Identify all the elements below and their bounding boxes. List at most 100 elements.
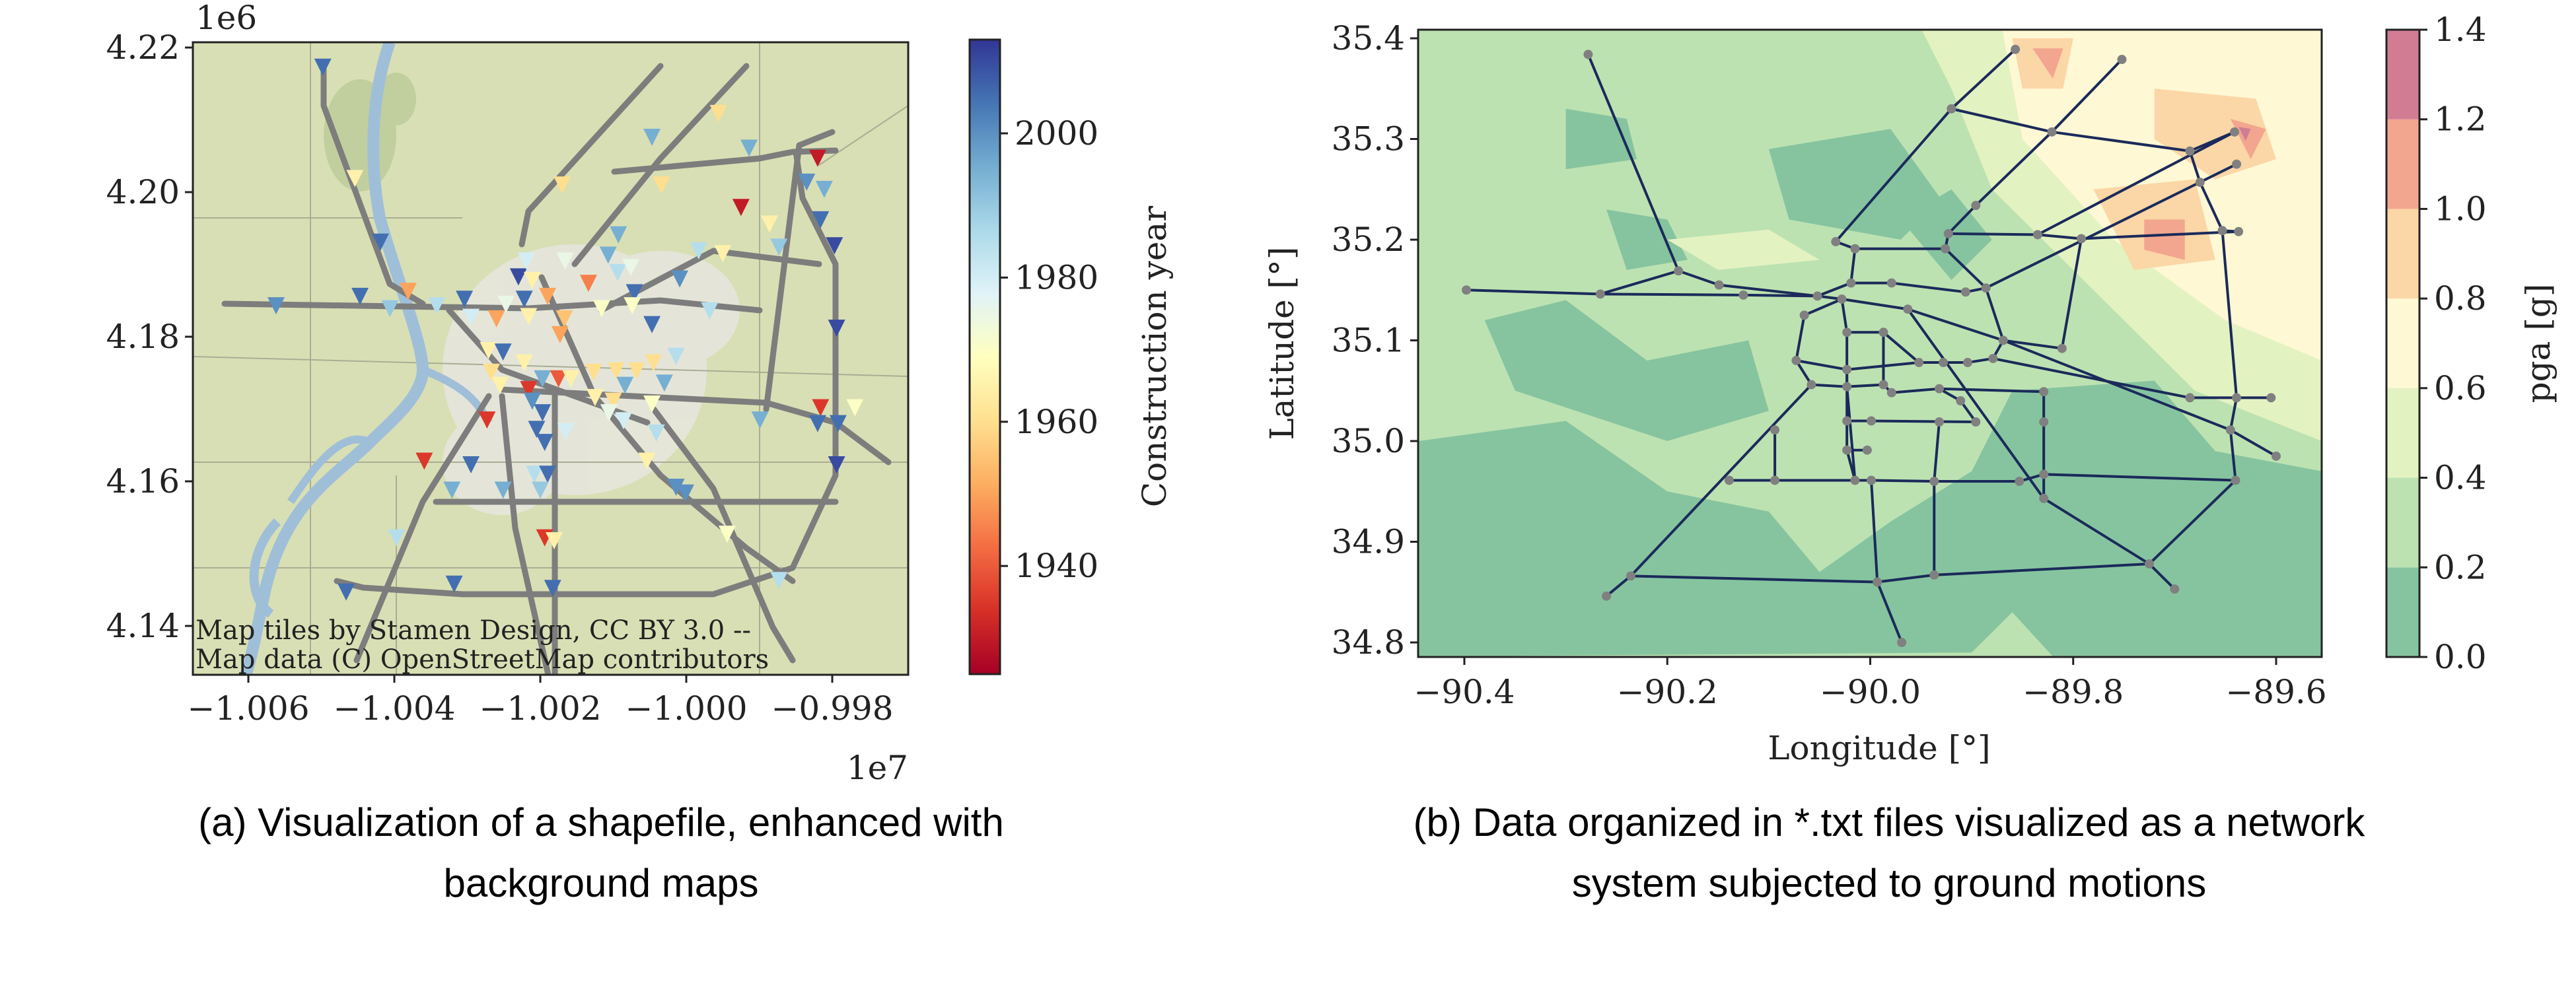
pga-contour-region [2002, 30, 2322, 361]
network-edge [1795, 315, 1806, 361]
x-tick-label: −89.8 [2022, 673, 2124, 711]
bridge-marker [599, 246, 617, 264]
axis-ticks: −1.006 −1.004 −1.002 −1.000 −0.998 4.22 4.20 4.… [106, 28, 894, 728]
bridge-marker [653, 176, 670, 194]
network-node [2047, 127, 2057, 137]
network-node [1903, 304, 1913, 314]
network-edge [1933, 421, 1941, 482]
colorbar-tick-label: 0.6 [2434, 369, 2487, 407]
bridge-marker [643, 128, 661, 146]
bridge-marker [443, 481, 461, 499]
colorbar-label: pga [g] [2519, 284, 2558, 403]
network-node [2234, 226, 2244, 236]
colorbar-tick-label: 1.2 [2434, 100, 2487, 139]
network-node [1583, 50, 1593, 59]
colorbar-level-band [2386, 30, 2419, 120]
network-edge [2148, 479, 2236, 565]
bridge-marker [487, 310, 505, 327]
bridge-marker [770, 572, 788, 590]
bridge-marker [346, 170, 364, 188]
network-node [2039, 469, 2049, 479]
map-attribution-line-1: Map tiles by Stamen Design, CC BY 3.0 -- [196, 615, 751, 646]
network-edge [1630, 574, 1878, 584]
bridge-marker [539, 465, 557, 483]
network-node [1971, 417, 1981, 427]
colorbar-level-band [2386, 209, 2419, 299]
bridge-marker [509, 268, 527, 286]
network-edge [2229, 429, 2277, 458]
bridge-marker [718, 526, 736, 543]
network-node [1947, 104, 1956, 114]
bridge-marker [526, 465, 544, 483]
bridge-marker [556, 252, 574, 270]
bridge-marker [415, 452, 433, 470]
network-node [1837, 294, 1847, 304]
network-edge [1876, 581, 1903, 643]
bridge-marker [808, 415, 826, 432]
network-node [2185, 393, 2195, 403]
network-node [1791, 356, 1801, 365]
colorbar-level-band [2386, 388, 2419, 478]
network-node [2232, 393, 2242, 403]
bridge-marker [667, 478, 685, 496]
colorbar-level-band [2386, 119, 2419, 209]
bridge-marker [536, 434, 554, 452]
x-tick-label: −0.998 [771, 689, 893, 728]
network-node [1934, 384, 1944, 394]
network-edge [1587, 53, 1680, 272]
network-node [1799, 310, 1809, 320]
network-node [1886, 388, 1896, 397]
colorbar-construction-year [968, 38, 1001, 675]
network-edge [1845, 450, 1857, 481]
pga-contour-region [2144, 219, 2185, 260]
network-edge [1944, 233, 1950, 250]
bridge-markers [267, 58, 864, 601]
network-node [2039, 387, 2049, 397]
pga-contour-region [2154, 88, 2276, 180]
network-node [1850, 475, 1860, 485]
network-node [1981, 283, 1991, 293]
contour-base [1418, 30, 2322, 657]
bridge-marker [643, 316, 661, 333]
network-node [2077, 234, 2087, 244]
y-tick-label: 35.1 [1332, 322, 1405, 360]
bridge-marker [534, 404, 552, 422]
network-node [2117, 55, 2127, 65]
colorbar-level-band [2386, 477, 2419, 568]
network-edge [1974, 131, 2053, 207]
bridge-marker [555, 310, 573, 327]
network-edge [1934, 563, 2150, 576]
bridge-marker [494, 481, 512, 499]
network-node [2195, 178, 2205, 188]
pga-contours [1418, 30, 2322, 657]
bridge-marker [456, 291, 474, 308]
bridge-marker [592, 300, 610, 318]
bridge-marker [828, 320, 845, 337]
network-node [2217, 226, 2227, 236]
caption-b-line-1: (b) Data organized in *.txt files visual… [1413, 800, 2365, 844]
bridge-marker [645, 354, 662, 372]
bridge-marker [515, 291, 533, 308]
bridge-marker [585, 363, 602, 381]
network-edge [1959, 399, 1977, 423]
colorbar-tick-label: 1960 [1015, 403, 1098, 441]
network-node [1962, 358, 1972, 368]
network-node [2057, 343, 2067, 353]
bridge-marker [520, 308, 538, 326]
bridge-marker [520, 381, 538, 399]
network-edge [1871, 479, 1935, 483]
bridge-marker [770, 238, 788, 256]
bridge-marker [607, 362, 625, 380]
network-edge [2052, 130, 2190, 153]
network-edge [2222, 229, 2239, 233]
network-node [2232, 159, 2242, 169]
y-tick-label: 35.4 [1332, 19, 1405, 57]
network-edge [2148, 563, 2176, 590]
network-node [1602, 591, 1612, 601]
pga-contour-region [1768, 129, 1942, 240]
network-node [2230, 127, 2240, 137]
network-node [1738, 290, 1748, 300]
bridge-marker [616, 376, 634, 394]
network-edge [2221, 230, 2238, 398]
caption-a-line-1: (a) Visualization of a shapefile, enhanc… [198, 800, 1004, 844]
